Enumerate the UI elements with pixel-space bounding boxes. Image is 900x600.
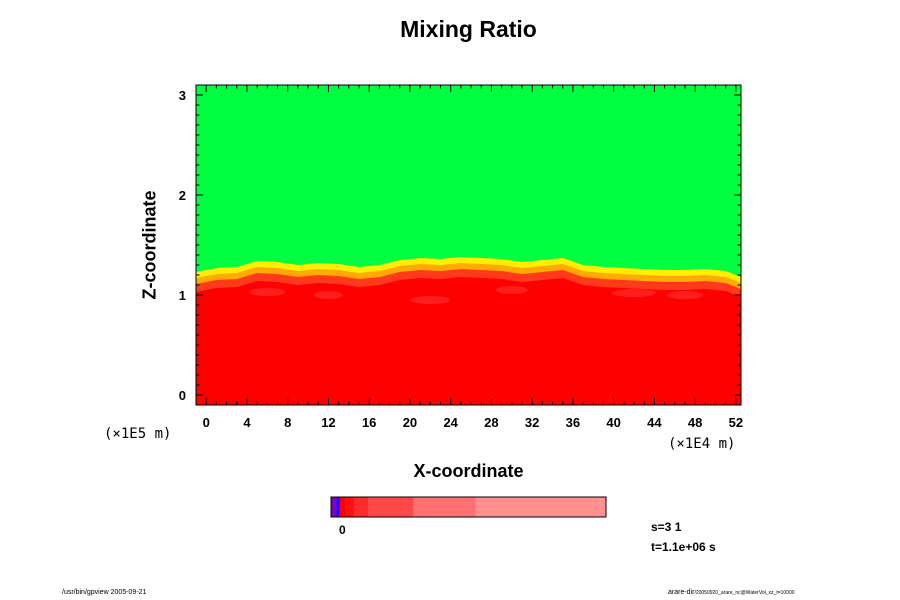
- x-tick-label-0: 0: [203, 415, 210, 430]
- x-tick-label-13: 52: [729, 415, 743, 430]
- colorbar-frame: [330, 496, 607, 518]
- x-scale-label: (×1E4 m): [668, 436, 736, 452]
- colorbar-segment-7: [475, 497, 607, 517]
- eddy-patch-1: [314, 291, 343, 299]
- x-tick-label-8: 32: [525, 415, 539, 430]
- x-tick-label-1: 4: [243, 415, 251, 430]
- y-axis-label: Z-coordinate: [139, 190, 160, 300]
- colorbar-segment-3: [345, 497, 354, 517]
- colorbar: [330, 496, 607, 518]
- footer-right-main: arare-dir: [668, 589, 695, 596]
- eddy-patch-0: [249, 288, 286, 296]
- eddy-patch-3: [495, 286, 528, 294]
- footer-right-small: /20050920_arare_nc@WaterVol_xz_t=10000: [694, 590, 795, 596]
- footer-right: arare-dir/20050920_arare_nc@WaterVol_xz_…: [668, 589, 795, 596]
- colorbar-segment-6: [413, 497, 476, 517]
- eddy-patch-5: [666, 291, 703, 299]
- x-tick-label-10: 40: [606, 415, 620, 430]
- x-tick-label-7: 28: [484, 415, 498, 430]
- plot-area: [196, 85, 741, 405]
- eddy-patch-4: [612, 289, 657, 297]
- t-value-annotation: t=1.1e+06 s: [651, 540, 716, 554]
- colorbar-tick-label: 0: [339, 523, 346, 537]
- x-tick-label-11: 44: [647, 415, 662, 430]
- x-tick-label-4: 16: [362, 415, 376, 430]
- y-tick-label-0: 0: [179, 388, 186, 403]
- colorbar-segment-4: [353, 497, 369, 517]
- footer-left: /usr/bin/gpview 2005-09-21: [62, 589, 147, 596]
- colorbar-segment-2: [339, 497, 346, 517]
- eddy-patch-2: [410, 296, 451, 304]
- colorbar-segment-5: [367, 497, 414, 517]
- y-tick-label-1: 1: [179, 288, 186, 303]
- x-tick-label-12: 48: [688, 415, 702, 430]
- x-tick-label-3: 12: [321, 415, 335, 430]
- x-tick-label-9: 36: [566, 415, 580, 430]
- x-axis-label: X-coordinate: [413, 461, 524, 481]
- x-tick-label-6: 24: [443, 415, 458, 430]
- x-tick-label-2: 8: [284, 415, 291, 430]
- colorbar-segment-0: [331, 497, 337, 517]
- s-value-annotation: s=3 1: [651, 520, 682, 534]
- colorbar-segment-1: [336, 497, 340, 517]
- x-tick-label-5: 20: [403, 415, 417, 430]
- lower-layer-region: [196, 277, 741, 405]
- y-tick-label-3: 3: [179, 88, 186, 103]
- chart-title: Mixing Ratio: [400, 16, 537, 42]
- y-scale-label: (×1E5 m): [104, 426, 172, 442]
- y-tick-label-2: 2: [179, 188, 186, 203]
